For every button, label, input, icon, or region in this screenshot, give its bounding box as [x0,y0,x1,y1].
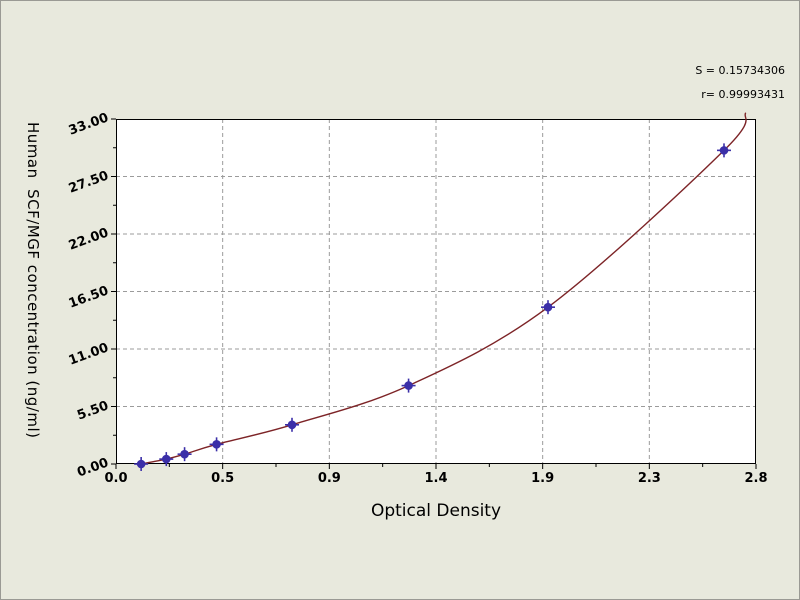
data-point-marker [541,300,555,315]
data-point-marker [285,417,299,432]
fit-statistics: S = 0.15734306 r= 0.99993431 [695,59,785,106]
plot-border [116,119,756,464]
data-point-marker [209,437,224,452]
data-point-marker [401,378,416,393]
fitted-curve [140,112,747,465]
x-tick-label: 2.8 [744,471,768,486]
x-tick-label: 2.3 [637,471,661,486]
y-axis-title: Human SCF/MGF concentration (ng/ml) [24,121,42,439]
data-point-marker [159,452,174,467]
x-tick-label: 0.0 [104,471,128,486]
plot-svg [111,112,757,471]
x-tick-label: 1.4 [424,471,448,486]
y-tick-label: 27.50 [66,167,111,197]
y-tick-label: 33.00 [66,110,111,139]
x-tick-label: 1.9 [531,471,555,486]
y-tick-label: 16.50 [66,282,111,312]
y-tick-label: 11.00 [66,340,111,369]
y-axis-title-wrap: Human SCF/MGF concentration (ng/ml) [17,89,49,471]
data-point-marker [134,457,149,471]
fit-standard-error: S = 0.15734306 [695,64,785,77]
data-point-marker [717,143,731,158]
x-tick-label: 0.9 [317,471,341,486]
plot-area: 0.0 0.5 0.9 1.4 1.9 2.3 2.8 0.00 5.50 11.00 16.50 2… [67,110,768,486]
x-axis-title: Optical Density [370,501,502,521]
y-tick-label: 22.00 [66,225,111,254]
fit-correlation: r= 0.99993431 [701,87,785,101]
y-tick-label: 5.50 [75,397,111,424]
x-tick-label: 0.5 [211,471,235,486]
data-point-marker [177,447,192,462]
